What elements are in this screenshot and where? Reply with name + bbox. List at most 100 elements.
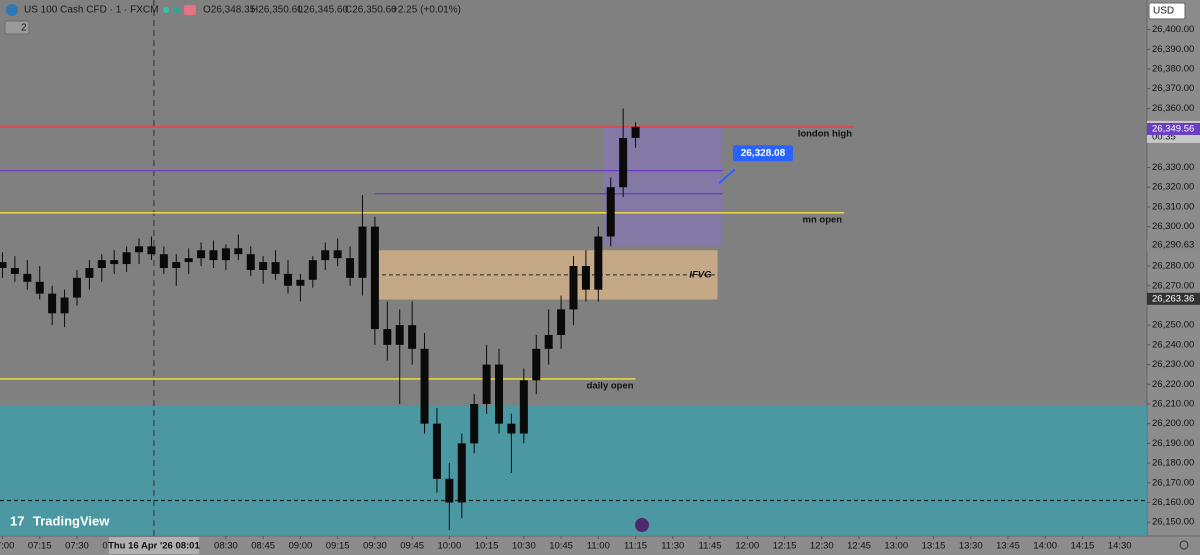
candle-body [197, 250, 206, 259]
price-badge-label: 26,290.63 [1152, 240, 1194, 251]
candle-body [457, 443, 466, 503]
y-tick-label: 26,280.00 [1152, 261, 1194, 272]
x-tick-label: 10:15 [475, 541, 499, 552]
y-tick-label: 26,300.00 [1152, 221, 1194, 232]
header: US 100 Cash CFD · 1 · FXCM O26,348.35 H2… [4, 2, 1189, 550]
candle-body [283, 273, 292, 286]
candle-body [246, 254, 255, 270]
x-tick-label: 13:15 [922, 541, 946, 552]
x-tick-label: 09:15 [326, 541, 350, 552]
candle-body [97, 260, 106, 268]
zone [0, 405, 1147, 536]
callout-label: 26,328.08 [741, 148, 786, 159]
x-tick-label: 09:00 [289, 541, 313, 552]
candle-body [631, 126, 640, 138]
candle-body [35, 281, 44, 294]
x-tick-label: 08:45 [251, 541, 275, 552]
y-tick-label: 26,400.00 [1152, 24, 1194, 35]
x-tick-label: 11:00 [587, 541, 610, 552]
candle-body [110, 260, 119, 265]
currency-button[interactable] [1148, 2, 1186, 20]
candle-body [0, 262, 7, 268]
zone-label: IFVG [689, 269, 712, 280]
symbol-name[interactable]: US 100 Cash CFD · 1 · FXCM [24, 5, 158, 16]
x-tick-label: 07:15 [28, 541, 52, 552]
candle-body [184, 258, 193, 263]
y-tick-label: 26,320.00 [1152, 182, 1194, 193]
ohlc-close: C26,350.60 [345, 5, 397, 16]
candle-body [569, 266, 578, 310]
candle-body [495, 364, 504, 424]
brand-name: TradingView [33, 513, 110, 528]
x-tick-label: 13:30 [959, 541, 983, 552]
x-tick-label: 14:30 [1108, 541, 1132, 552]
indicator-toggle[interactable] [4, 20, 30, 35]
candle-body [23, 273, 32, 282]
candle-body [333, 250, 342, 259]
x-tick-label: 10:00 [437, 541, 461, 552]
currency-label: USD [1153, 6, 1174, 17]
candle-body [544, 335, 553, 349]
indicator-count: 2 [21, 23, 27, 34]
x-tick-label: 13:45 [996, 541, 1020, 552]
candle-body [408, 325, 417, 349]
candle-body [135, 246, 144, 253]
y-tick-label: 26,150.00 [1152, 517, 1194, 528]
candle-body [72, 277, 81, 298]
x-tick-label: 12:00 [735, 541, 759, 552]
status-dot [173, 7, 179, 13]
candle-body [172, 262, 181, 268]
candle-body [321, 250, 330, 261]
ohlc-high: H26,350.60 [251, 5, 303, 16]
price-badge-label: 26,349.56 [1152, 123, 1194, 134]
brand-icon: 17 [10, 513, 24, 528]
candle-body [420, 348, 429, 424]
x-tick-label: 09:45 [400, 541, 424, 552]
x-tick-label: 07:00 [0, 541, 14, 552]
level-label: mn open [803, 214, 843, 225]
y-tick-label: 26,180.00 [1152, 458, 1194, 469]
y-tick-label: 26,250.00 [1152, 320, 1194, 331]
candle-body [619, 137, 628, 188]
candle-body [370, 226, 379, 330]
candle-body [159, 254, 168, 268]
candle-body [470, 403, 479, 444]
time-axis-background [0, 536, 1200, 555]
y-tick-label: 26,310.00 [1152, 201, 1194, 212]
candle-body [445, 478, 454, 503]
candle-body [532, 348, 541, 381]
candle-body [122, 252, 131, 265]
candle-body [209, 250, 218, 261]
price-badge-label: 26,263.36 [1152, 293, 1194, 304]
x-tick-label: 14:00 [1033, 541, 1057, 552]
countdown-label: 00:35 [1152, 131, 1176, 142]
y-tick-label: 26,160.00 [1152, 497, 1194, 508]
y-tick-label: 26,370.00 [1152, 83, 1194, 94]
settings-icon[interactable] [1179, 540, 1189, 550]
level-label: london high [798, 128, 853, 139]
ohlc-low: L26,345.60 [298, 5, 348, 16]
candle-body [147, 246, 156, 255]
alert-icon[interactable] [635, 518, 649, 532]
candle-body [259, 262, 268, 270]
y-tick-label: 26,170.00 [1152, 477, 1194, 488]
status-dot [163, 7, 169, 13]
candle-body [308, 260, 317, 280]
candle-body [60, 297, 69, 314]
y-tick-label: 26,330.00 [1152, 162, 1194, 173]
candle-body [48, 293, 57, 314]
ohlc-change: +2.25 (+0.01%) [392, 5, 461, 16]
y-tick-label: 26,380.00 [1152, 63, 1194, 74]
x-tick-label: 08:30 [214, 541, 238, 552]
crosshair-time-label: Thu 16 Apr '26 08:01 [108, 541, 200, 552]
y-tick-label: 26,210.00 [1152, 398, 1194, 409]
callout-pointer [718, 168, 736, 185]
candle-body [557, 309, 566, 335]
x-tick-label: 11:15 [624, 541, 647, 552]
crosshair-time-badge [108, 537, 199, 554]
x-tick-label: 13:00 [884, 541, 908, 552]
candle-body [594, 236, 603, 290]
y-tick-label: 26,200.00 [1152, 418, 1194, 429]
